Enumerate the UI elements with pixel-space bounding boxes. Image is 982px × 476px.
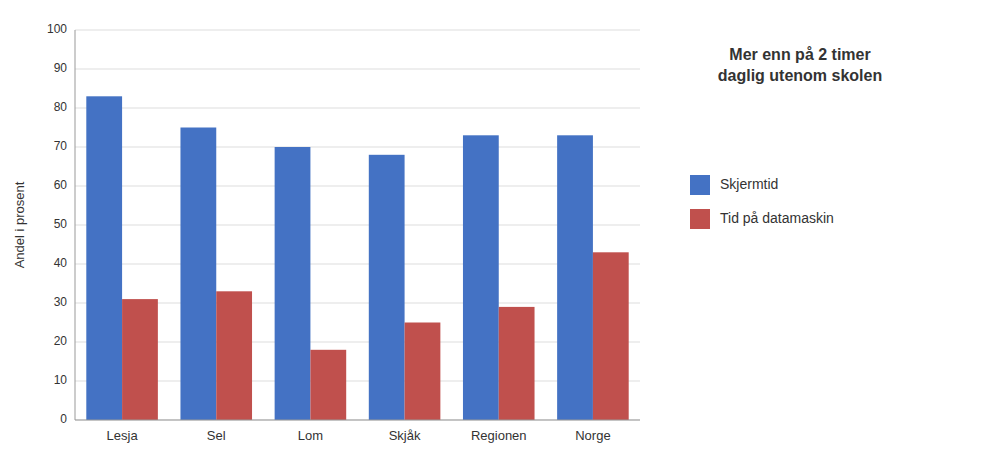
- grid-line: [75, 381, 640, 382]
- bar: [369, 155, 405, 420]
- bar: [499, 307, 535, 420]
- bar: [275, 147, 311, 420]
- x-tick-label: Lom: [298, 428, 323, 443]
- grid-line: [75, 186, 640, 187]
- bar: [463, 135, 499, 420]
- legend-swatch: [690, 209, 710, 229]
- legend-label: Skjermtid: [720, 176, 778, 192]
- grid-line: [75, 30, 640, 31]
- chart: 0 10 20 30 40 50 60 70 80 90 100 Lesja Sel Lom Skjåk Re…: [0, 0, 982, 476]
- x-tick-label: Sel: [207, 428, 226, 443]
- grid-line: [75, 147, 640, 148]
- bar: [216, 291, 252, 420]
- legend-swatch: [690, 175, 710, 195]
- x-tick-label: Regionen: [471, 428, 527, 443]
- y-tick-label: 40: [54, 256, 68, 270]
- grid-line: [75, 264, 640, 265]
- y-tick-label: 0: [60, 412, 67, 426]
- bars: [86, 96, 628, 420]
- grid-line: [75, 342, 640, 343]
- x-tick-label: Lesja: [107, 428, 139, 443]
- bar: [593, 252, 629, 420]
- y-axis-line: [75, 30, 76, 420]
- bar: [405, 323, 441, 421]
- y-tick-label: 10: [54, 373, 68, 387]
- y-tick-label: 30: [54, 295, 68, 309]
- x-tick-label: Skjåk: [389, 428, 421, 443]
- bar: [86, 96, 122, 420]
- grid: [75, 30, 640, 420]
- y-axis-label: Andel i prosent: [12, 181, 27, 268]
- bar: [122, 299, 158, 420]
- y-tick-label: 20: [54, 334, 68, 348]
- legend-title: Mer enn på 2 timerdaglig utenom skolen: [718, 46, 882, 84]
- legend-label: Tid på datamaskin: [720, 210, 834, 226]
- y-tick-label: 60: [54, 178, 68, 192]
- bar: [310, 350, 346, 420]
- x-axis-line: [75, 420, 640, 421]
- y-tick-label: 70: [54, 139, 68, 153]
- legend: Skjermtid Tid på datamaskin: [690, 175, 834, 229]
- grid-line: [75, 108, 640, 109]
- grid-line: [75, 420, 640, 421]
- bar: [180, 128, 216, 421]
- grid-line: [75, 225, 640, 226]
- y-tick-label: 100: [47, 22, 67, 36]
- bar: [557, 135, 593, 420]
- grid-line: [75, 303, 640, 304]
- y-tick-label: 50: [54, 217, 68, 231]
- grid-line: [75, 69, 640, 70]
- chart-container: 0 10 20 30 40 50 60 70 80 90 100 Lesja Sel Lom Skjåk Re…: [0, 0, 982, 476]
- y-tick-label: 90: [54, 61, 68, 75]
- x-tick-label: Norge: [575, 428, 610, 443]
- y-tick-label: 80: [54, 100, 68, 114]
